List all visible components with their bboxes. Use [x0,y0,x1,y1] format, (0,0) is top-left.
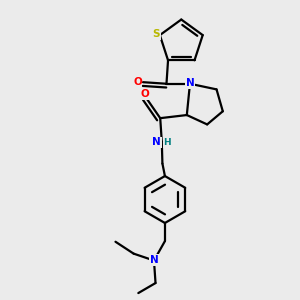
Text: N: N [186,78,195,88]
Text: N: N [150,255,159,265]
Text: N: N [152,137,161,147]
Text: H: H [164,138,171,147]
Text: O: O [140,89,149,99]
Text: O: O [133,77,142,87]
Text: S: S [152,29,160,39]
